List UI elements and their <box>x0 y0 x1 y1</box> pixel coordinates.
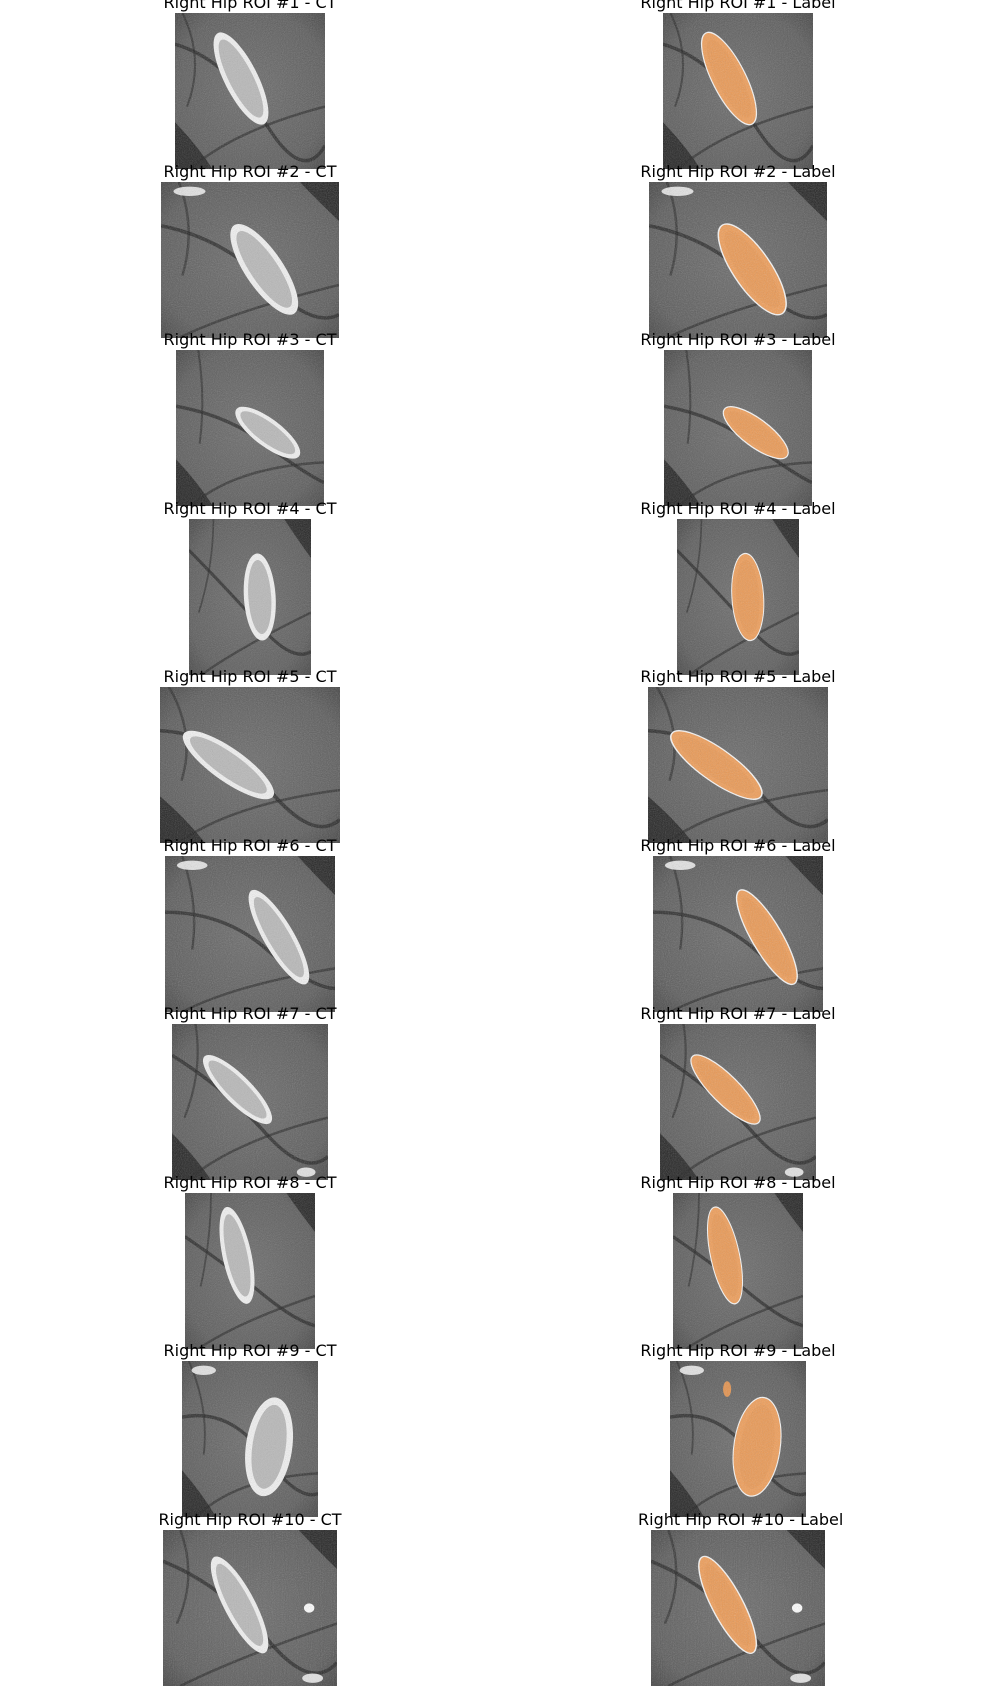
ct-panel-title: Right Hip ROI #3 - CT <box>163 330 337 349</box>
label-panel: Right Hip ROI #4 - Label <box>638 499 838 675</box>
label-overlay-image <box>653 855 823 1012</box>
label-panel: Right Hip ROI #7 - Label <box>638 1004 838 1180</box>
label-panel-title: Right Hip ROI #10 - Label <box>638 1509 844 1529</box>
label-overlay-image <box>663 13 813 169</box>
figure-row: Right Hip ROI #5 - CT Right <box>0 667 1000 843</box>
figure-row: Right Hip ROI #9 - CT Right <box>0 1341 1000 1517</box>
ct-scan-image <box>176 350 324 506</box>
ct-scan-image <box>175 13 325 169</box>
ct-scan-image <box>163 1529 337 1686</box>
ct-scan-image <box>165 855 335 1012</box>
label-panel: Right Hip ROI #1 - Label <box>638 0 838 169</box>
label-overlay-image <box>648 687 828 843</box>
ct-scan-image <box>160 687 340 843</box>
label-panel-title: Right Hip ROI #2 - Label <box>640 161 836 181</box>
ct-scan-image <box>172 1024 328 1180</box>
label-overlay-image <box>673 1192 803 1349</box>
label-overlay-image <box>649 181 827 338</box>
ct-panel-title: Right Hip ROI #8 - CT <box>163 1172 337 1192</box>
label-panel: Right Hip ROI #10 - Label <box>638 1510 843 1686</box>
ct-panel-title: Right Hip ROI #10 - CT <box>158 1509 342 1529</box>
ct-scan-image <box>161 181 339 338</box>
figure-row: Right Hip ROI #3 - CT Right <box>0 330 1000 506</box>
ct-panel: Right Hip ROI #1 - CT <box>150 0 350 169</box>
ct-panel: Right Hip ROI #4 - CT <box>150 499 350 675</box>
label-panel-title: Right Hip ROI #5 - Label <box>640 667 836 686</box>
ct-panel-title: Right Hip ROI #9 - CT <box>163 1341 337 1360</box>
label-panel: Right Hip ROI #9 - Label <box>638 1341 838 1517</box>
ct-panel: Right Hip ROI #6 - CT <box>150 836 350 1012</box>
label-overlay-image <box>677 518 799 675</box>
label-overlay-image <box>664 350 812 506</box>
figure-row: Right Hip ROI #4 - CT Right <box>0 499 1000 675</box>
label-panel: Right Hip ROI #2 - Label <box>638 162 838 338</box>
label-panel: Right Hip ROI #6 - Label <box>638 836 838 1012</box>
label-panel-title: Right Hip ROI #7 - Label <box>640 1004 836 1023</box>
figure-row: Right Hip ROI #6 - CT Right <box>0 836 1000 1012</box>
ct-panel: Right Hip ROI #7 - CT <box>150 1004 350 1180</box>
label-panel-title: Right Hip ROI #3 - Label <box>640 330 836 349</box>
ct-panel: Right Hip ROI #9 - CT <box>150 1341 350 1517</box>
ct-panel-title: Right Hip ROI #1 - CT <box>163 0 337 12</box>
ct-panel: Right Hip ROI #5 - CT <box>150 667 350 843</box>
figure-row: Right Hip ROI #8 - CT Right <box>0 1173 1000 1349</box>
label-overlay-image <box>651 1529 825 1686</box>
label-panel-title: Right Hip ROI #1 - Label <box>640 0 836 12</box>
figure-row: Right Hip ROI #2 - CT Right <box>0 162 1000 338</box>
figure-row: Right Hip ROI #7 - CT Right <box>0 1004 1000 1180</box>
ct-scan-image <box>185 1192 315 1349</box>
ct-panel-title: Right Hip ROI #6 - CT <box>163 835 337 855</box>
figure-row: Right Hip ROI #1 - CT Right <box>0 0 1000 169</box>
ct-scan-image <box>182 1361 318 1517</box>
ct-panel: Right Hip ROI #3 - CT <box>150 330 350 506</box>
label-panel: Right Hip ROI #3 - Label <box>638 330 838 506</box>
ct-panel: Right Hip ROI #8 - CT <box>150 1173 350 1349</box>
ct-panel: Right Hip ROI #10 - CT <box>150 1510 350 1686</box>
ct-panel-title: Right Hip ROI #5 - CT <box>163 667 337 686</box>
ct-panel-title: Right Hip ROI #4 - CT <box>163 498 337 518</box>
label-overlay-image <box>660 1024 816 1180</box>
ct-scan-image <box>189 518 311 675</box>
label-panel-title: Right Hip ROI #4 - Label <box>640 498 836 518</box>
label-overlay-image <box>670 1361 806 1517</box>
ct-panel-title: Right Hip ROI #7 - CT <box>163 1004 337 1023</box>
label-panel: Right Hip ROI #8 - Label <box>638 1173 838 1349</box>
ct-panel-title: Right Hip ROI #2 - CT <box>163 161 337 181</box>
figure-row: Right Hip ROI #10 - CT Righ <box>0 1510 1000 1686</box>
ct-panel: Right Hip ROI #2 - CT <box>150 162 350 338</box>
label-panel-title: Right Hip ROI #9 - Label <box>640 1341 836 1360</box>
label-panel: Right Hip ROI #5 - Label <box>638 667 838 843</box>
label-panel-title: Right Hip ROI #8 - Label <box>640 1172 836 1192</box>
label-panel-title: Right Hip ROI #6 - Label <box>640 835 836 855</box>
